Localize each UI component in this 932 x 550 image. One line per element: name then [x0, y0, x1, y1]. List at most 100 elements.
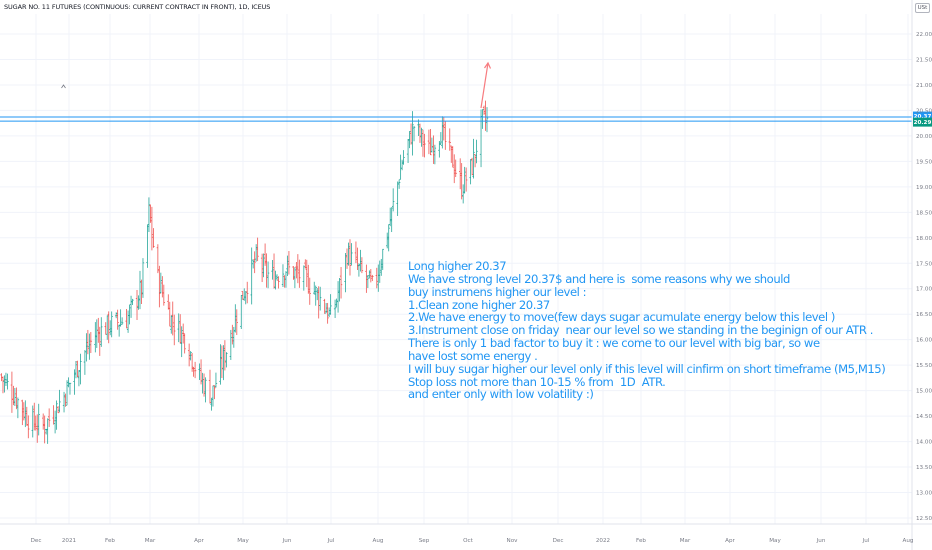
ohlc-bar [246, 281, 249, 304]
y-tick-label: 20.50 [916, 108, 932, 114]
y-tick-label: 22.00 [916, 32, 932, 38]
ohlc-bar [345, 248, 349, 269]
ohlc-bar [161, 276, 164, 298]
ohlc-bar [256, 237, 259, 262]
ohlc-bar [88, 333, 91, 360]
x-tick-label: Aug [373, 538, 384, 544]
y-tick-label: 17.00 [916, 287, 932, 293]
ohlc-bar [387, 224, 390, 252]
symbol-title: SUGAR NO. 11 FUTURES (CONTINUOUS: CURREN… [4, 3, 271, 11]
ohlc-bar [244, 291, 247, 305]
ohlc-bar [433, 144, 437, 165]
annotation-line: 3.Instrument close on friday near our le… [408, 323, 873, 338]
y-tick-label: 16.50 [916, 312, 932, 318]
ohlc-bar [275, 274, 279, 281]
ohlc-bar [119, 309, 122, 327]
y-tick-label: 16.00 [916, 338, 932, 344]
ohlc-bar [37, 403, 40, 436]
ohlc-bar [192, 366, 195, 377]
ohlc-bar [168, 301, 171, 327]
ohlc-bar [357, 263, 361, 277]
annotation-line: Stop loss not more than 10-15 % from 1D … [408, 374, 666, 389]
ohlc-bar [131, 298, 134, 305]
ohlc-bar [171, 301, 174, 336]
ohlc-bar [240, 294, 243, 329]
ohlc-bar [429, 128, 432, 156]
ohlc-bar [159, 272, 163, 294]
ohlc-bar [16, 397, 20, 419]
ohlc-bar [98, 326, 101, 356]
y-tick-label: 13.50 [916, 465, 932, 471]
ohlc-bar [438, 140, 441, 158]
x-tick-label: Mar [145, 538, 156, 544]
ohlc-bar [460, 163, 463, 200]
ohlc-bar [442, 116, 446, 141]
ohlc-bar [409, 123, 413, 145]
ohlc-bar [402, 150, 405, 165]
ohlc-bar [421, 129, 425, 157]
currency-badge[interactable]: USt [915, 3, 930, 13]
x-tick-label: 2022 [596, 538, 610, 544]
ohlc-bar [281, 264, 285, 288]
ohlc-bar [173, 314, 176, 346]
ohlc-bar [368, 270, 371, 279]
ohlc-bar [298, 259, 301, 288]
x-tick-label: Jun [282, 538, 292, 544]
ohlc-bar [27, 415, 30, 439]
ohlc-bar [222, 345, 225, 381]
ohlc-bar [147, 197, 151, 232]
ohlc-bar [235, 309, 238, 336]
forecast-arrow [61, 61, 492, 109]
annotation-line: We have strong level 20.37$ and here is … [408, 271, 790, 286]
y-tick-label: 15.00 [916, 389, 932, 395]
ohlc-bar [89, 332, 93, 354]
ohlc-bar [283, 275, 286, 288]
ohlc-bar [241, 291, 244, 300]
ohlc-bar [369, 269, 373, 283]
ohlc-bar [204, 377, 207, 403]
annotation-line: 2.We have energy to move(few days sugar … [408, 310, 835, 325]
ohlc-bar [225, 352, 228, 368]
ohlc-bar [427, 129, 431, 155]
arrow-shaft[interactable] [480, 62, 489, 109]
y-tick-label: 20.00 [916, 134, 932, 140]
trade-annotation[interactable]: Long higher 20.37 We have strong level 20… [408, 260, 886, 401]
ohlc-bar [472, 138, 475, 179]
x-tick-label: Apr [194, 538, 204, 544]
ohlc-bar [150, 206, 154, 251]
ohlc-bar [406, 138, 410, 164]
ohlc-bar [338, 278, 341, 302]
ohlc-bar [371, 274, 374, 282]
ohlc-bar [199, 359, 203, 385]
ohlc-bar [211, 385, 215, 407]
ohlc-bar [356, 247, 359, 270]
ohlc-bar [316, 288, 319, 301]
ohlc-bar [183, 333, 186, 354]
ohlc-bar [292, 266, 295, 280]
annotation-line: buy instrumens higher our level : [408, 284, 587, 299]
ohlc-bar [128, 304, 131, 325]
ohlc-bar [444, 121, 447, 150]
ohlc-bar [463, 166, 466, 194]
y-tick-label: 14.50 [916, 414, 932, 420]
ohlc-bar [146, 224, 149, 268]
ohlc-bar [277, 276, 280, 289]
x-tick-label: Feb [105, 538, 115, 544]
ohlc-bar [219, 344, 222, 385]
ohlc-bar [484, 100, 487, 131]
ohlc-bar [65, 380, 69, 406]
level-price-badge [913, 111, 932, 121]
ohlc-bar [348, 239, 352, 276]
ohlc-bar [326, 302, 329, 324]
y-tick-label: 19.50 [916, 159, 932, 165]
ohlc-bar [24, 400, 27, 428]
ohlc-bar [152, 228, 155, 248]
ohlc-bar [223, 340, 227, 371]
ohlc-bar [396, 181, 399, 216]
ohlc-bar [293, 267, 297, 289]
ohlc-bar [129, 295, 133, 318]
ohlc-bar [114, 312, 118, 319]
x-tick-label: May [237, 538, 249, 544]
